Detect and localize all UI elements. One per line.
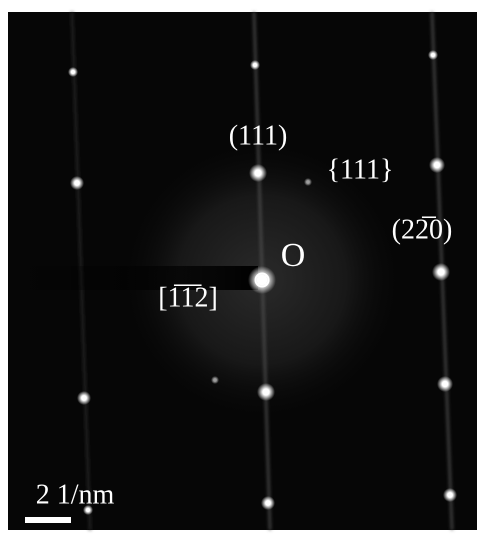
origin-label: O — [281, 237, 306, 274]
diffraction-pattern: (111) {111} (22̅0) O ⊗ [1̅1̅2] 2 1/nm — [0, 0, 485, 539]
beam-stopper — [8, 266, 258, 290]
spot-label: (111) — [229, 120, 288, 151]
scale-bar-label: 2 1/nm — [36, 479, 115, 510]
zone-axis-label: [1̅1̅2] — [158, 282, 218, 313]
spot-label: (22̅0) — [392, 214, 453, 245]
scale-bar — [25, 517, 71, 523]
beam-symbol: ⊗ — [252, 268, 272, 294]
family-label: {111} — [327, 154, 394, 185]
